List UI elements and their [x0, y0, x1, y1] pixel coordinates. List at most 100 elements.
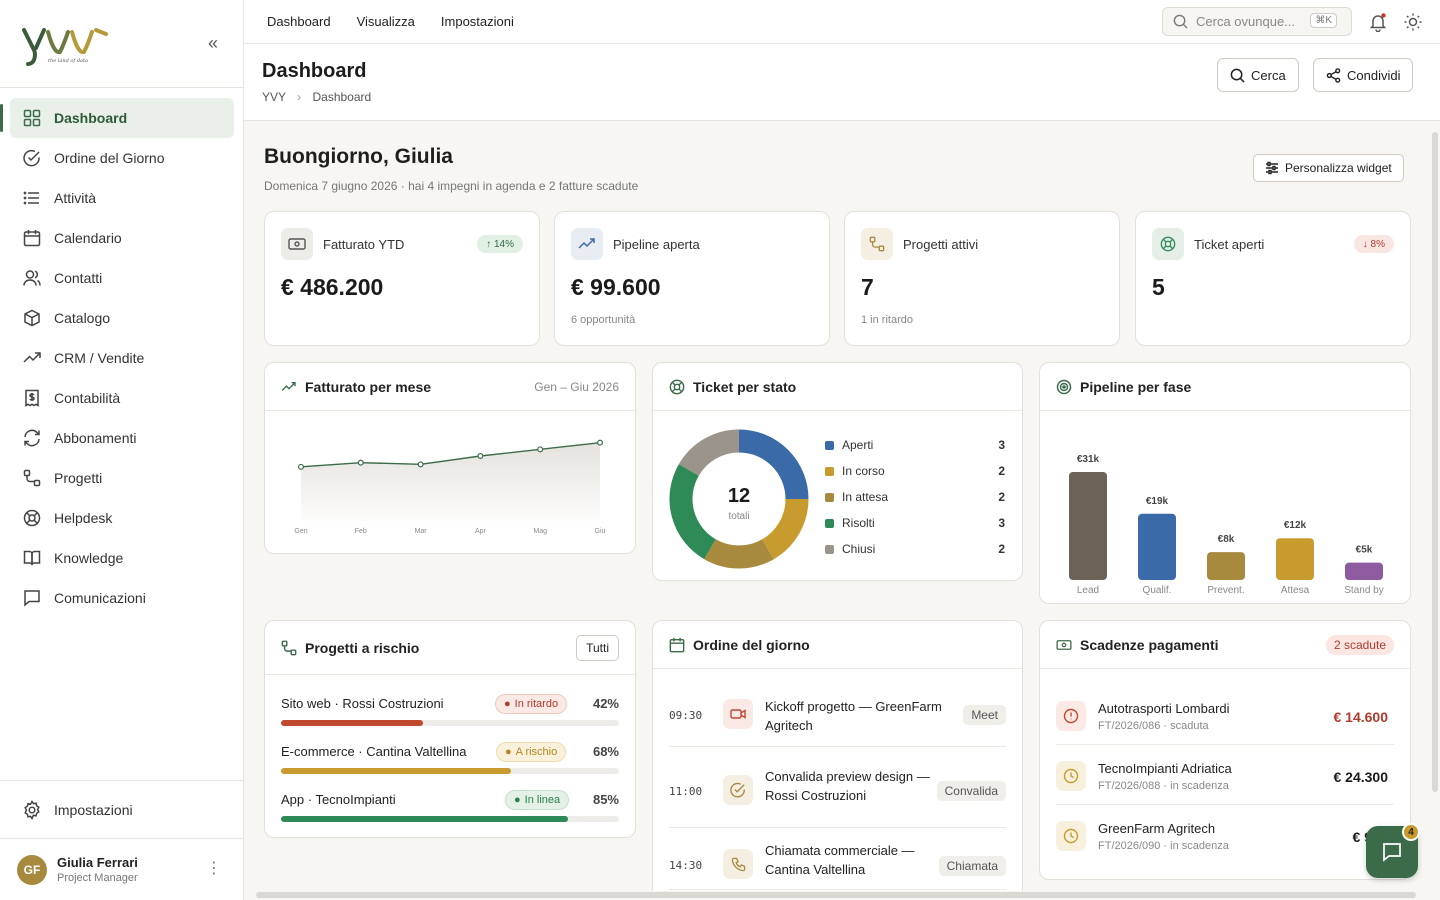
horizontal-scrollbar[interactable] [256, 892, 1416, 898]
calendar-icon [669, 637, 685, 652]
alert-icon [1056, 701, 1086, 731]
legend-label: Risolti [842, 516, 875, 530]
agenda-time: 14:30 [669, 859, 703, 872]
progress-track [281, 768, 619, 774]
status-label: In linea [524, 794, 561, 806]
sun-icon[interactable] [1403, 12, 1423, 32]
bell-icon[interactable] [1368, 12, 1388, 33]
users-icon [22, 268, 42, 288]
check-circle-icon [723, 775, 753, 805]
sidebar-item-knowledge[interactable]: Knowledge [0, 538, 244, 578]
sidebar-item-contabilita[interactable]: Contabilità [0, 378, 244, 418]
sidebar-item-ordine[interactable]: Ordine del Giorno [0, 138, 244, 178]
donut-slice [669, 464, 717, 560]
progress-track [281, 720, 619, 726]
kpi-card-pipeline[interactable]: Pipeline aperta € 99.600 6 opportunità [554, 211, 830, 346]
top-menu-dashboard[interactable]: Dashboard [267, 14, 331, 29]
status-dot-icon: ● [514, 794, 521, 806]
bar [1207, 552, 1245, 580]
top-menu-visualizza[interactable]: Visualizza [356, 14, 415, 29]
tickets-chart-card: Ticket per stato 12 totali Aperti 3 In cor… [652, 362, 1023, 581]
status-label: A rischio [515, 746, 558, 758]
legend-value: 2 [998, 542, 1005, 556]
agenda-item[interactable]: 09:30 Kickoff progetto — GreenFarm Agrit… [669, 677, 1006, 747]
svg-text:the land of data: the land of data [48, 58, 88, 64]
legend-swatch [825, 492, 834, 502]
project-row[interactable]: E-commerce · Cantina Valtellina ● A risch… [281, 742, 619, 774]
project-row[interactable]: App · TecnoImpianti ● In linea 85% [281, 790, 619, 822]
kebab-menu-icon[interactable]: ⋮ [206, 860, 222, 877]
sidebar-item-helpdesk[interactable]: Helpdesk [0, 498, 244, 538]
collapse-sidebar-icon[interactable]: « [208, 33, 219, 53]
sidebar-item-label: Contabilità [54, 390, 121, 406]
legend-value: 2 [998, 464, 1005, 478]
agenda-time: 11:00 [669, 785, 703, 798]
agenda-title: Convalida preview design — Rossi Costruz… [765, 769, 930, 803]
breadcrumb-root[interactable]: YVY [262, 90, 286, 104]
project-percent: 68% [592, 744, 619, 759]
kpi-card-progetti[interactable]: Progetti attivi 7 1 in ritardo [844, 211, 1120, 346]
agenda-title: Kickoff progetto — GreenFarm Agritech [765, 699, 942, 733]
status-badge: ● A rischio [496, 742, 567, 762]
sidebar-item-progetti[interactable]: Progetti [0, 458, 244, 498]
status-dot-icon: ● [504, 698, 511, 710]
lifebuoy-icon [669, 379, 685, 394]
sidebar-item-dashboard[interactable]: Dashboard [0, 98, 234, 138]
top-menu-impostazioni[interactable]: Impostazioni [440, 14, 514, 29]
sidebar-item-calendario[interactable]: Calendario [0, 218, 244, 258]
kpi-card-ticket[interactable]: Ticket aperti ↓ 8% 5 [1135, 211, 1411, 346]
chat-badge: 4 [1402, 823, 1420, 841]
legend-item: In attesa 2 [825, 490, 1005, 504]
kpi-card-fatturato[interactable]: Fatturato YTD ↑ 14% € 486.200 [264, 211, 540, 346]
project-row[interactable]: Sito web · Rossi Costruzioni ● In ritardo… [281, 694, 619, 726]
kpi-value: € 99.600 [571, 274, 661, 300]
sidebar-item-catalogo[interactable]: Catalogo [0, 298, 244, 338]
customize-widget-label: Personalizza widget [1285, 161, 1392, 175]
user-profile[interactable]: GF Giulia Ferrari Project Manager ⋮ [0, 838, 244, 900]
payment-client: Autotrasporti Lombardi [1098, 701, 1230, 716]
sidebar-item-impostazioni[interactable]: Impostazioni [0, 780, 244, 838]
agenda-item[interactable]: 14:30 Chiamata commerciale — Cantina Val… [669, 828, 1006, 890]
payment-row[interactable]: Autotrasporti Lombardi FT/2026/086 · sca… [1056, 685, 1394, 745]
trend-up-icon [571, 228, 603, 260]
sidebar-item-label: Ordine del Giorno [54, 150, 165, 166]
payment-row[interactable]: GreenFarm Agritech FT/2026/090 · in scad… [1056, 805, 1394, 865]
yvy-logo[interactable]: the land of data [22, 24, 112, 66]
sidebar-item-crm[interactable]: CRM / Vendite [0, 338, 244, 378]
customize-widget-button[interactable]: Personalizza widget [1253, 154, 1404, 182]
legend-label: In corso [842, 464, 885, 478]
sidebar-item-abbonamenti[interactable]: Abbonamenti [0, 418, 244, 458]
line-series [300, 441, 601, 468]
agenda-title: Chiamata commerciale — Cantina Valtellin… [765, 843, 915, 877]
legend-value: 3 [998, 438, 1005, 452]
topbar: Dashboard Visualizza Impostazioni Cerca … [244, 0, 1440, 44]
box-icon [22, 308, 42, 328]
receipt-icon [22, 388, 42, 408]
x-tick-label: Qualif. [1143, 585, 1172, 596]
agenda-tag: Meet [963, 705, 1006, 725]
search-input[interactable]: Cerca ovunque... ⌘K [1162, 7, 1352, 36]
sidebar-item-label: Abbonamenti [54, 430, 137, 446]
project-name: App · TecnoImpianti [281, 792, 396, 807]
card-title: Ordine del giorno [693, 636, 810, 653]
pipeline-bar-chart: €31k Lead €19k Qualif. €8k Prevent. €12k Attesa… [1069, 454, 1384, 596]
workflow-icon [281, 640, 297, 655]
sidebar-item-contatti[interactable]: Contatti [0, 258, 244, 298]
sidebar-bottom: Impostazioni GF Giulia Ferrari Project M… [0, 780, 244, 900]
x-tick-label: Giu [595, 528, 606, 535]
vertical-scrollbar[interactable] [1432, 132, 1438, 792]
bar [1276, 538, 1314, 580]
x-tick-label: Apr [475, 528, 487, 535]
card-title: Fatturato per mese [305, 378, 432, 395]
share-button[interactable]: Condividi [1313, 58, 1414, 92]
agenda-item[interactable]: 11:00 Convalida preview design — Rossi C… [669, 747, 1006, 828]
search-button[interactable]: Cerca [1217, 58, 1299, 92]
x-tick-label: Feb [355, 528, 367, 535]
x-tick-label: Mar [415, 528, 428, 535]
payment-row[interactable]: TecnoImpianti Adriatica FT/2026/088 · in… [1056, 745, 1394, 805]
sidebar-item-attivita[interactable]: Attività [0, 178, 244, 218]
all-projects-button[interactable]: Tutti [576, 634, 619, 661]
kpi-header: Pipeline aperta [571, 228, 700, 260]
sidebar-item-comunicazioni[interactable]: Comunicazioni [0, 578, 244, 618]
page-header: Dashboard YVY › Dashboard Cerca Condivid… [244, 44, 1440, 121]
